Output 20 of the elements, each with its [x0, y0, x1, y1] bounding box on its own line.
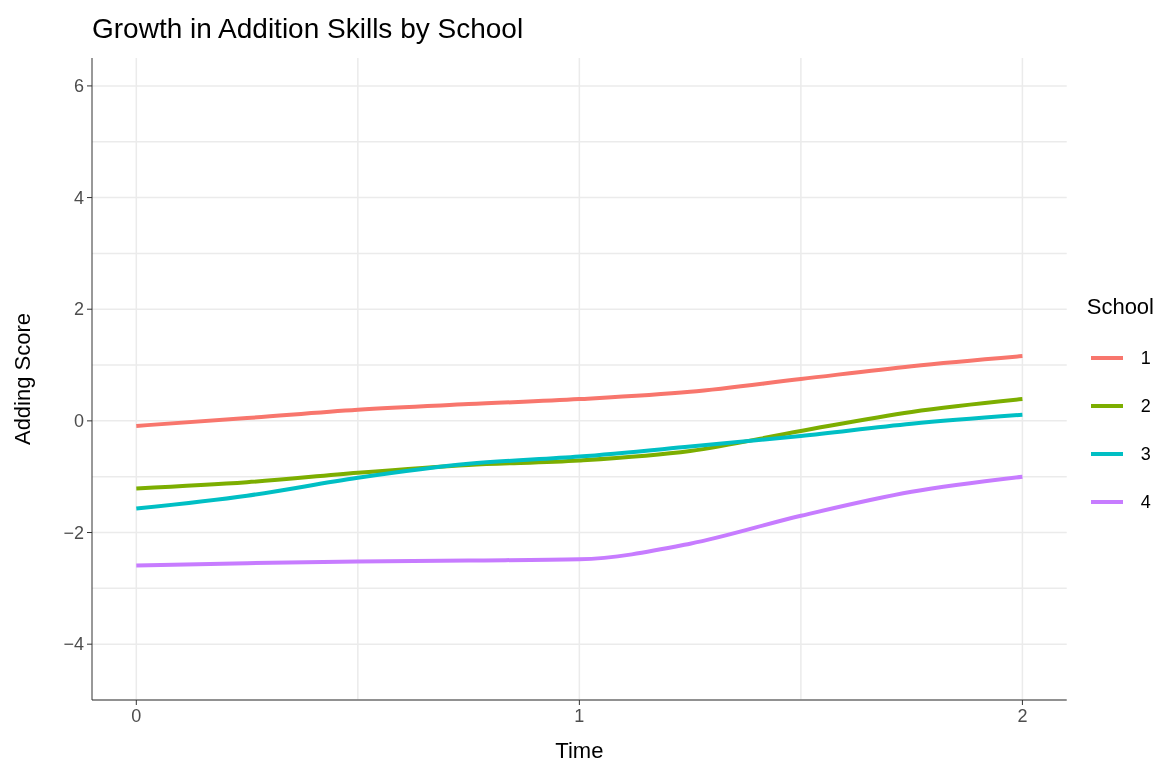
y-tick-label: −2	[63, 522, 84, 543]
legend-label: 1	[1140, 347, 1151, 369]
y-tick-label: 2	[73, 299, 84, 320]
y-tick-label: 6	[73, 75, 84, 96]
line-series	[134, 474, 1025, 568]
x-tick-label: 1	[574, 706, 585, 726]
chart-title: Growth in Addition Skills by School	[91, 12, 525, 46]
y-axis-title: Adding Score	[9, 312, 35, 446]
legend-title: School	[1086, 294, 1154, 320]
x-tick-label: 0	[131, 706, 142, 726]
y-tick-label: 0	[73, 410, 84, 431]
x-tick-label: 2	[1017, 706, 1028, 726]
x-axis-title: Time	[555, 738, 604, 763]
line-series	[134, 354, 1025, 428]
legend-label: 2	[1140, 395, 1151, 417]
line-series	[134, 412, 1025, 511]
legend-label: 4	[1140, 491, 1151, 513]
y-tick-label: 4	[73, 187, 84, 208]
legend-label: 3	[1140, 443, 1151, 465]
y-tick-label: −4	[63, 634, 84, 655]
